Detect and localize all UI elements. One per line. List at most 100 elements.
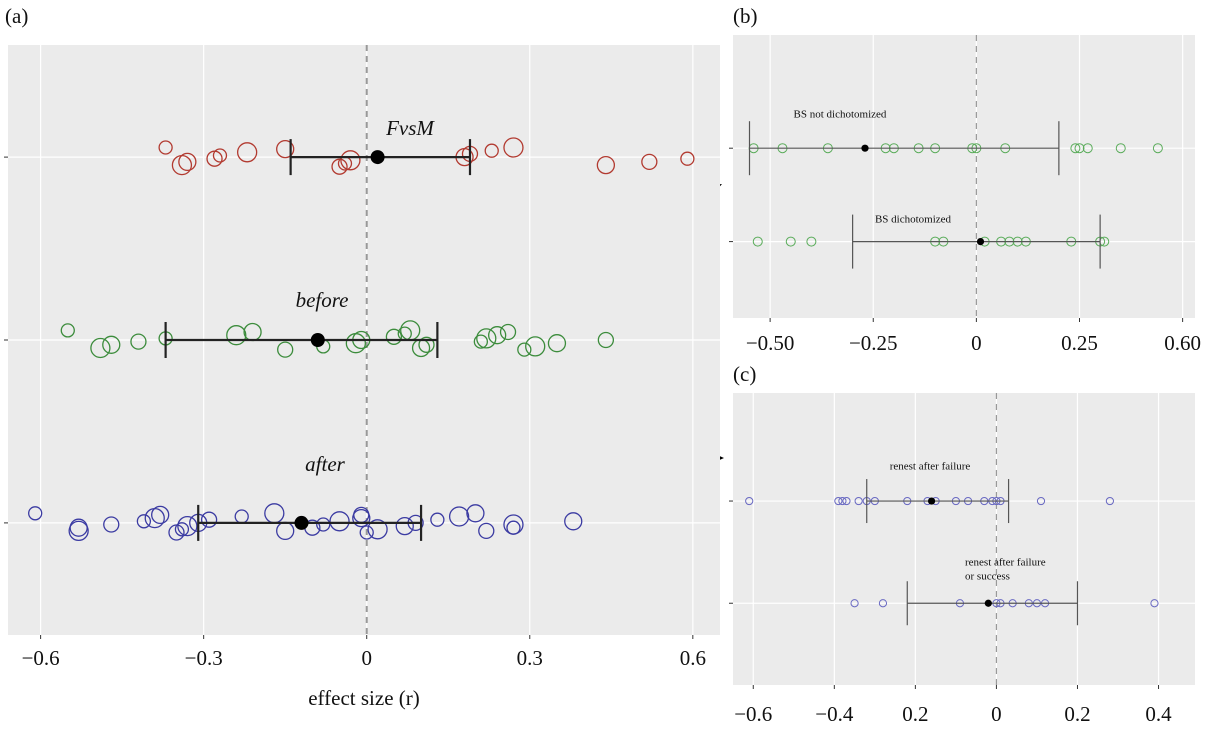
x-tick-label: 0.60 bbox=[1164, 331, 1201, 355]
study-point bbox=[1082, 143, 1093, 154]
x-tick-label: −0.25 bbox=[849, 331, 898, 355]
study-point bbox=[842, 496, 851, 506]
study-point bbox=[102, 335, 121, 354]
study-point bbox=[448, 506, 470, 527]
study-point bbox=[178, 152, 197, 172]
study-point bbox=[340, 150, 361, 171]
x-tick-label: 0 bbox=[971, 331, 982, 355]
study-point bbox=[597, 331, 615, 349]
study-point bbox=[466, 504, 485, 523]
group-label: renest after failure bbox=[890, 461, 971, 473]
study-point bbox=[499, 323, 517, 341]
study-point bbox=[850, 599, 859, 608]
study-point bbox=[473, 334, 489, 349]
plot-background bbox=[733, 35, 1195, 318]
study-point bbox=[60, 323, 75, 338]
panel-label: (b) bbox=[733, 4, 758, 28]
study-point bbox=[90, 337, 111, 359]
x-tick-label: 0.6 bbox=[680, 646, 706, 670]
study-point bbox=[276, 139, 295, 159]
study-point bbox=[352, 508, 371, 528]
x-axis-label: effect size (r) bbox=[308, 686, 420, 710]
study-point bbox=[236, 142, 258, 163]
study-point bbox=[329, 511, 350, 532]
study-point bbox=[1070, 143, 1081, 154]
study-point bbox=[838, 496, 847, 506]
study-point bbox=[385, 328, 403, 345]
x-tick-label: −0.6 bbox=[734, 702, 772, 726]
group-label: BS dichotomized bbox=[875, 214, 952, 226]
group-label: after bbox=[305, 452, 345, 476]
study-point bbox=[476, 328, 497, 349]
study-point bbox=[517, 342, 532, 357]
group-label: FvsM bbox=[385, 116, 435, 140]
panel-label: (c) bbox=[733, 362, 756, 386]
study-point bbox=[806, 236, 817, 247]
group-label: renest after failure bbox=[965, 557, 1046, 569]
study-point bbox=[752, 236, 763, 247]
study-point bbox=[503, 514, 524, 535]
study-point bbox=[1074, 143, 1085, 154]
study-point bbox=[854, 496, 863, 506]
x-tick-label: 0 bbox=[361, 646, 372, 670]
study-point bbox=[547, 334, 567, 353]
mean-point bbox=[370, 150, 385, 165]
x-tick-label: 0.25 bbox=[1061, 331, 1098, 355]
study-point bbox=[359, 525, 374, 540]
study-point bbox=[367, 519, 388, 540]
x-tick-label: 0.3 bbox=[517, 646, 543, 670]
x-tick-label: 0.2 bbox=[902, 702, 928, 726]
study-point bbox=[785, 236, 796, 247]
study-point bbox=[641, 153, 658, 171]
plot-background bbox=[733, 393, 1195, 685]
study-point bbox=[503, 137, 524, 158]
study-point bbox=[68, 520, 89, 542]
study-point bbox=[130, 333, 147, 350]
study-point bbox=[212, 148, 228, 163]
study-point bbox=[430, 512, 445, 527]
study-point bbox=[69, 518, 88, 537]
group-label: before bbox=[296, 288, 349, 312]
x-tick-label: −0.3 bbox=[185, 646, 223, 670]
mean-point bbox=[861, 144, 869, 152]
study-point bbox=[680, 151, 695, 166]
x-tick-label: 0 bbox=[991, 702, 1002, 726]
group-label: BS not dichotomized bbox=[794, 109, 887, 121]
study-point bbox=[316, 517, 331, 532]
mean-point bbox=[310, 333, 325, 347]
study-point bbox=[103, 516, 120, 533]
x-tick-label: 0.4 bbox=[1145, 702, 1172, 726]
x-tick-label: −0.4 bbox=[815, 702, 854, 726]
study-point bbox=[878, 599, 888, 608]
study-point bbox=[488, 326, 507, 345]
study-point bbox=[174, 522, 190, 537]
x-tick-label: −0.6 bbox=[22, 646, 60, 670]
panel-label: (a) bbox=[5, 4, 28, 28]
study-point bbox=[200, 511, 218, 528]
group-label: or success bbox=[965, 571, 1010, 583]
study-point bbox=[158, 140, 173, 155]
mean-point bbox=[984, 599, 992, 607]
x-tick-label: 0.2 bbox=[1064, 702, 1090, 726]
study-point bbox=[525, 336, 546, 357]
study-point bbox=[1115, 143, 1126, 154]
study-point bbox=[834, 496, 843, 506]
x-tick-label: −0.50 bbox=[746, 331, 795, 355]
study-point bbox=[418, 336, 435, 353]
study-point bbox=[478, 522, 495, 540]
study-point bbox=[484, 143, 499, 158]
study-point bbox=[177, 515, 198, 537]
study-point bbox=[277, 341, 294, 358]
mean-point bbox=[294, 515, 309, 530]
study-point bbox=[136, 514, 152, 529]
study-point bbox=[226, 325, 247, 346]
mean-point bbox=[976, 237, 985, 246]
study-point bbox=[564, 512, 583, 531]
mean-point bbox=[927, 497, 936, 505]
study-point bbox=[596, 155, 616, 175]
study-point bbox=[1036, 496, 1046, 506]
study-point bbox=[28, 506, 43, 521]
study-point bbox=[151, 505, 170, 525]
study-point bbox=[1105, 496, 1114, 506]
